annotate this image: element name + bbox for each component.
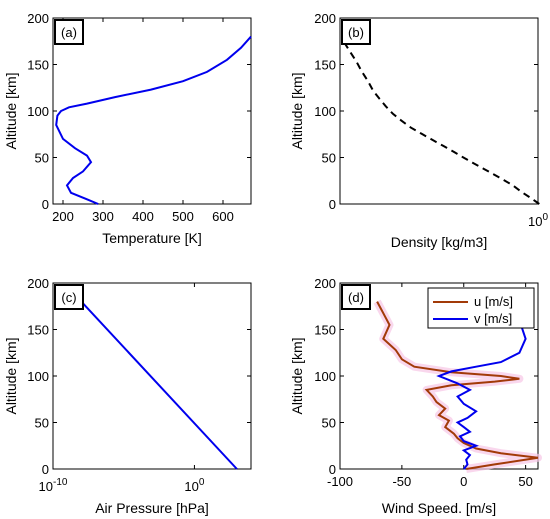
panel-d: 0 50 100 150 200 -100 -50 0 50 (d) u [m/s] v [m/… (289, 276, 542, 516)
x-tick-label: 300 (92, 209, 114, 224)
legend: u [m/s] v [m/s] (427, 287, 535, 329)
x-tick-label: 400 (132, 209, 154, 224)
panel-tag-label: (d) (348, 290, 364, 305)
x-axis-label: Density [kg/m3] (391, 234, 487, 250)
panel-tag: (a) (54, 19, 84, 45)
axis-ticks: 0 50 100 150 200 200 300 400 500 600 (27, 11, 251, 224)
legend-label-u: u [m/s] (474, 294, 513, 309)
y-axis-label: Altitude [km] (3, 337, 19, 414)
pressure-line (80, 300, 238, 470)
y-tick-label: 200 (27, 276, 49, 291)
x-tick-label: 100 (184, 477, 204, 494)
y-tick-label: 0 (42, 462, 49, 477)
y-tick-label: 50 (35, 416, 49, 431)
y-axis-label: Altitude [km] (3, 72, 19, 149)
y-tick-label: 50 (35, 151, 49, 166)
legend-label-v: v [m/s] (474, 311, 512, 326)
y-tick-label: 100 (27, 104, 49, 119)
x-axis-label: Air Pressure [hPa] (95, 500, 209, 516)
plot-frame (52, 17, 252, 205)
plot-frame (52, 282, 252, 470)
y-tick-label: 150 (314, 323, 336, 338)
y-axis-label: Altitude [km] (289, 72, 305, 149)
y-tick-label: 100 (314, 104, 336, 119)
x-tick-label: -100 (327, 474, 353, 489)
x-tick-label: 500 (172, 209, 194, 224)
plot-frame (339, 17, 539, 205)
temperature-line (55, 35, 252, 205)
x-tick-label: 10-10 (39, 477, 68, 494)
axis-ticks: 0 50 100 150 200 100 (314, 11, 548, 229)
x-axis-label: Wind Speed. [m/s] (382, 500, 496, 516)
x-axis-label: Temperature [K] (102, 230, 202, 246)
y-tick-label: 200 (27, 11, 49, 26)
y-tick-label: 150 (314, 58, 336, 73)
y-tick-label: 0 (42, 197, 49, 212)
panel-tag: (b) (341, 19, 371, 45)
y-tick-label: 100 (314, 369, 336, 384)
panel-tag-label: (c) (61, 290, 76, 305)
x-tick-label: 100 (528, 212, 548, 229)
y-tick-label: 200 (314, 276, 336, 291)
panel-tag-label: (a) (61, 25, 77, 40)
y-tick-label: 100 (27, 369, 49, 384)
panel-tag: (d) (341, 284, 371, 310)
y-tick-label: 50 (322, 151, 336, 166)
wind-lines (373, 299, 542, 473)
panel-a: 0 50 100 150 200 200 300 400 500 600 (a) Temperat… (3, 11, 252, 246)
y-tick-label: 0 (329, 197, 336, 212)
x-tick-label: 50 (518, 474, 532, 489)
x-tick-label: -50 (392, 474, 411, 489)
panel-tag: (c) (54, 284, 84, 310)
panel-b: 0 50 100 150 200 100 (b) Density [kg/m3] Alti… (289, 11, 548, 250)
panel-c: 0 50 100 150 200 10-10 100 (c) Air Pressure [h… (3, 276, 252, 516)
axis-ticks: 0 50 100 150 200 10-10 100 (27, 276, 251, 494)
x-tick-label: 600 (212, 209, 234, 224)
density-line (342, 39, 540, 205)
x-tick-label: 200 (52, 209, 74, 224)
v-wind-line (436, 319, 527, 470)
y-tick-label: 50 (322, 416, 336, 431)
y-tick-label: 150 (27, 58, 49, 73)
panel-tag-label: (b) (348, 25, 364, 40)
y-tick-label: 0 (329, 462, 336, 477)
axis-ticks: 0 50 100 150 200 -100 -50 0 50 (314, 276, 538, 489)
x-tick-label: 0 (460, 474, 467, 489)
y-tick-label: 200 (314, 11, 336, 26)
y-axis-label: Altitude [km] (289, 337, 305, 414)
y-tick-label: 150 (27, 323, 49, 338)
